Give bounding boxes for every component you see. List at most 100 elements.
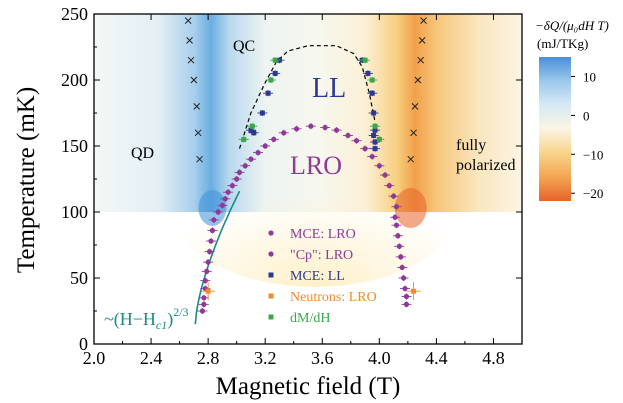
cross-marker xyxy=(414,76,422,84)
dashed-phase-boundary xyxy=(238,45,376,149)
cross-marker xyxy=(187,56,195,64)
data-point xyxy=(201,282,216,301)
data-point xyxy=(217,202,228,209)
data-point xyxy=(370,123,381,130)
data-point xyxy=(253,149,264,156)
data-point xyxy=(342,132,353,139)
x-tick-label: 3.6 xyxy=(311,348,334,368)
data-point xyxy=(401,293,412,300)
data-point xyxy=(200,277,211,284)
data-point xyxy=(362,70,373,77)
colorbar-bar xyxy=(539,57,571,201)
data-point xyxy=(331,127,342,134)
region-labels: QC LL QD LRO fully polarized xyxy=(131,38,516,180)
x-tick-label: 2.0 xyxy=(83,348,106,368)
fit-label-subscript: c1 xyxy=(156,318,167,332)
series-4 xyxy=(238,57,385,143)
data-point xyxy=(388,193,399,200)
cross-marker xyxy=(190,76,198,84)
data-point xyxy=(401,301,412,308)
fit-label: ~(H−Hc1)2/3 xyxy=(104,305,189,332)
data-point xyxy=(367,77,378,83)
cross-marker xyxy=(407,155,415,163)
data-point xyxy=(198,294,209,301)
data-point xyxy=(390,214,401,221)
data-point xyxy=(400,285,411,292)
colorbar-tick-label: −10 xyxy=(583,147,603,162)
region-label-ll: LL xyxy=(312,73,346,104)
data-point xyxy=(240,162,251,169)
fit-curve-line xyxy=(194,190,241,325)
cross-marker xyxy=(196,155,203,163)
data-point xyxy=(367,90,378,97)
data-point xyxy=(395,253,406,260)
colorbar-tick-label: 0 xyxy=(583,108,590,123)
data-point xyxy=(203,259,214,266)
x-tick-label: 4.8 xyxy=(482,348,505,368)
data-point xyxy=(368,132,379,139)
cross-marker xyxy=(417,56,425,64)
legend-marker xyxy=(268,230,274,236)
y-tick-label: 250 xyxy=(61,4,88,24)
cross-markers xyxy=(184,17,427,163)
colorbar-tick-label: −20 xyxy=(583,186,603,201)
y-axis: 0 50 100 150 200 250 xyxy=(61,4,522,354)
data-point xyxy=(198,301,209,308)
data-point xyxy=(305,123,316,130)
cross-marker xyxy=(420,17,427,24)
data-point xyxy=(397,264,408,271)
data-point xyxy=(208,216,219,223)
y-tick-label: 0 xyxy=(79,334,88,354)
y-tick-label: 50 xyxy=(70,268,88,288)
data-point xyxy=(291,125,302,132)
data-point xyxy=(270,70,281,77)
legend-marker xyxy=(268,293,274,299)
x-tick-label: 2.8 xyxy=(197,348,220,368)
legend-marker xyxy=(268,251,274,257)
legend-marker xyxy=(268,272,274,278)
colorbar: −δQ/(μ₀dH T) (mJ/TKg) 10 0 −10 −20 xyxy=(535,18,609,201)
data-point xyxy=(197,308,208,314)
legend-entry-4: dM/dH xyxy=(268,311,330,326)
data-point xyxy=(351,137,362,144)
cross-marker xyxy=(184,17,192,24)
y-tick-label: 100 xyxy=(61,202,88,222)
x-tick-label: 4.4 xyxy=(425,348,448,368)
data-point xyxy=(278,129,289,136)
legend: MCE: LRO "Cp": LRO MCE: LL Neutrons: LRO dM/… xyxy=(268,227,377,326)
legend-entry-0: MCE: LRO xyxy=(268,227,356,242)
x-axis-title: Magnetic field (T) xyxy=(216,373,401,400)
cross-marker xyxy=(411,103,419,110)
data-point xyxy=(204,248,215,255)
data-point xyxy=(367,153,378,160)
data-point xyxy=(247,123,258,130)
legend-label: MCE: LRO xyxy=(290,227,356,242)
data-point xyxy=(201,268,212,275)
region-label-qc: QC xyxy=(233,38,255,55)
data-point xyxy=(220,195,231,202)
heatmap-blue-hotspot xyxy=(198,190,227,226)
data-point xyxy=(207,227,218,234)
data-point xyxy=(394,243,405,250)
data-point xyxy=(406,282,421,301)
y-axis-title: Temperature (mK) xyxy=(13,87,40,273)
colorbar-title-line2: (mJ/TKg) xyxy=(537,36,588,51)
data-point xyxy=(223,189,234,196)
fit-label-exponent: 2/3 xyxy=(173,305,188,319)
region-label-fully: fully xyxy=(456,137,486,154)
data-point xyxy=(260,143,271,149)
data-point xyxy=(360,145,371,152)
svg-text:~(H−Hc1)2/3: ~(H−Hc1)2/3 xyxy=(104,305,189,332)
colorbar-title-line1: −δQ/(μ₀dH T) xyxy=(535,18,609,33)
legend-entry-2: MCE: LL xyxy=(268,269,345,284)
data-point xyxy=(374,136,385,143)
region-label-qd: QD xyxy=(131,145,154,162)
data-point xyxy=(265,77,276,83)
data-point xyxy=(268,136,279,143)
data-point xyxy=(205,238,216,245)
data-point xyxy=(398,275,409,281)
cross-marker xyxy=(193,103,201,110)
fit-label-close: ) xyxy=(167,309,173,330)
data-point xyxy=(234,169,245,176)
